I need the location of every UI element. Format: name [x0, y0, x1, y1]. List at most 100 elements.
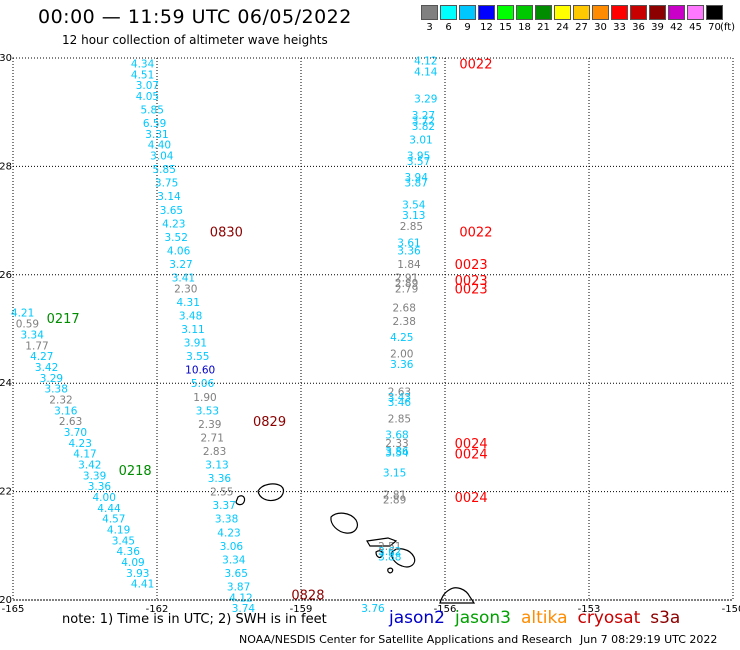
swh-value: 4.34 [131, 58, 155, 70]
swh-value: 2.91 [395, 273, 418, 285]
lon-tick-label: -156 [434, 604, 457, 615]
swh-value: 2.63 [59, 416, 82, 428]
swh-value: 2.83 [203, 446, 226, 458]
cyan-track-east: 4.124.14 3.29 3.273.723.823.01 3.953.57 3.94… [361, 56, 437, 615]
swh-value: 4.41 [131, 579, 154, 591]
island-lanai [375, 550, 384, 558]
legend-swatch [630, 5, 647, 20]
island-niihau [235, 495, 246, 506]
legend-swatch [478, 5, 495, 20]
swh-value: 4.25 [390, 332, 413, 344]
swh-value: 4.17 [73, 449, 96, 461]
island-maui [391, 548, 416, 568]
swh-value: 2.79 [395, 283, 418, 295]
swh-value: 3.39 [83, 470, 106, 482]
swh-value: 3.16 [54, 405, 78, 417]
legend-label: 36 [632, 22, 645, 33]
footer-note: note: 1) Time is in UTC; 2) SWH is in fe… [62, 612, 327, 627]
swh-value: 5.06 [191, 378, 215, 390]
swh-value: 3.29 [414, 94, 437, 106]
swh-value: 4.23 [162, 218, 185, 230]
swh-value: 3.65 [160, 205, 183, 217]
track-time-label: 0022 [459, 225, 492, 240]
swh-value: 5.85 [141, 104, 164, 116]
swh-value: 4.12 [414, 56, 437, 68]
swh-value: 3.75 [155, 178, 178, 190]
swh-value: 1.77 [25, 340, 48, 352]
legend-label: 27 [575, 22, 588, 33]
track-time-label: 0829 [253, 415, 286, 430]
swh-value: 3.57 [407, 156, 430, 168]
lat-tick-label: 26 [0, 270, 12, 281]
lon-tick-label: -159 [290, 604, 313, 615]
swh-value: 3.52 [165, 232, 188, 244]
swh-value: 2.71 [201, 432, 224, 444]
swh-value: 3.88 [378, 552, 401, 564]
swh-value: 3.43 [388, 392, 411, 404]
island-molokai [366, 537, 398, 547]
swh-value: 1.84 [397, 259, 421, 271]
swh-value: 3.65 [225, 568, 248, 580]
lon-tick-label: -150 [722, 604, 740, 615]
swh-value: 3.29 [40, 373, 63, 385]
map-title: 00:00 — 11:59 UTC 06/05/2022 [38, 6, 352, 28]
swh-value: 10.60 [185, 365, 215, 377]
swh-value: 3.34 [222, 554, 246, 566]
lat-tick-label: 28 [0, 161, 12, 172]
track-time-label: 0217 [47, 312, 80, 327]
swh-value: 3.53 [196, 405, 219, 417]
swh-value: 3.14 [157, 191, 181, 203]
swh-value: 3.42 [78, 460, 101, 472]
mission-jason2: jason2 [389, 608, 445, 628]
track-time-label: 0023 [455, 258, 488, 273]
swh-value: 2.68 [393, 302, 416, 314]
swh-value: 2.63 [388, 386, 411, 398]
map-subtitle: 12 hour collection of altimeter wave hei… [62, 33, 328, 47]
swh-value: 3.95 [407, 151, 430, 163]
swh-value: 2.89 [383, 495, 406, 507]
swh-value: 4.51 [131, 69, 154, 81]
swh-value: 3.48 [179, 310, 202, 322]
swh-value: 2.00 [390, 348, 413, 360]
swh-value: 3.55 [186, 351, 209, 363]
island-kahoolawe [387, 567, 394, 574]
legend-swatch [459, 5, 476, 20]
swh-value: 2.51 [378, 541, 401, 553]
legend-unit: (ft) [719, 22, 736, 33]
mission-cryosat: cryosat [577, 608, 641, 628]
legend-swatch [706, 5, 723, 20]
swh-value: 4.36 [117, 546, 141, 558]
swh-value: 3.54 [402, 199, 426, 211]
swh-value: 3.36 [88, 481, 112, 493]
legend-label: 42 [670, 22, 683, 33]
lat-lon-grid [12, 57, 734, 601]
legend-label: 21 [537, 22, 550, 33]
swh-value: 2.55 [210, 487, 233, 499]
swh-value: 3.93 [126, 568, 149, 580]
lat-tick-label: 24 [0, 378, 12, 389]
swh-value: 3.72 [412, 115, 435, 127]
track-time-label: 0023 [455, 282, 488, 297]
swh-value: 3.04 [150, 151, 174, 163]
swh-value: 3.13 [205, 460, 228, 472]
swh-value: 6.59 [143, 118, 166, 130]
legend-swatch [554, 5, 571, 20]
track-time-label: 0024 [455, 448, 488, 463]
swh-value: 3.54 [385, 448, 409, 460]
island-oahu [330, 512, 358, 534]
lat-tick-label: 30 [0, 53, 12, 64]
swh-value: 3.62 [378, 546, 401, 558]
swh-value: 3.36 [397, 245, 421, 257]
swh-value: 4.05 [136, 91, 159, 103]
legend-label: 15 [499, 22, 512, 33]
credit-text: NOAA/NESDIS Center for Satellite Applica… [239, 633, 573, 646]
swh-value: 4.09 [121, 557, 144, 569]
legend-label: 39 [651, 22, 664, 33]
legend-swatch [687, 5, 704, 20]
swh-value: 4.19 [107, 525, 130, 537]
legend-label: 3 [426, 22, 433, 33]
swh-value: 2.89 [395, 278, 418, 290]
generated-timestamp: Jun 7 08:29:19 UTC 2022 [580, 633, 718, 646]
swh-value: 4.14 [414, 67, 438, 79]
legend-swatch [611, 5, 628, 20]
